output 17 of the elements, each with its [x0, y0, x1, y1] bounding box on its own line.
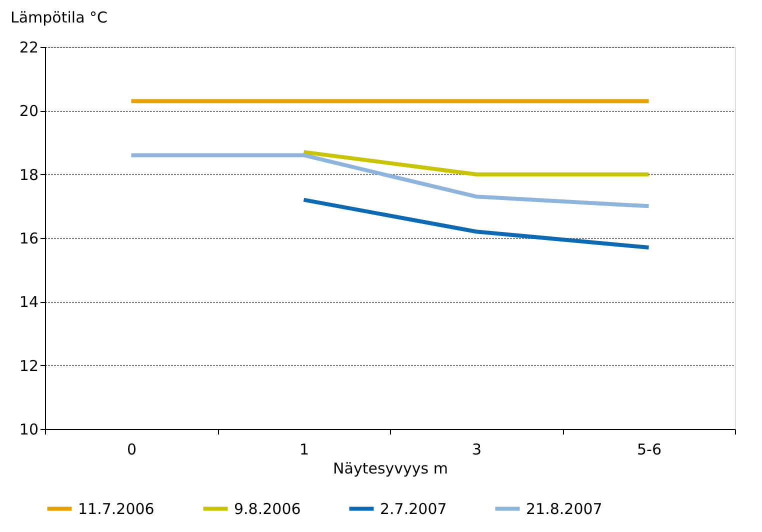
legend-label: 2.7.2007 — [380, 500, 447, 518]
y-tick-label: 18 — [19, 166, 38, 184]
y-tick-label: 12 — [19, 356, 38, 375]
legend-label: 21.8.2007 — [526, 500, 602, 518]
x-tick-label: 1 — [299, 440, 310, 458]
x-axis-title: Näytesyvyys m — [333, 460, 448, 478]
x-tick-label: 5-6 — [637, 440, 662, 458]
x-tick-label: 0 — [126, 440, 137, 458]
y-tick-label: 22 — [19, 38, 38, 56]
y-tick-label: 10 — [19, 420, 38, 438]
legend-label: 9.8.2006 — [234, 500, 301, 518]
legend-label: 11.7.2006 — [78, 500, 154, 518]
y-axis-title: Lämpötila °C — [10, 8, 108, 26]
y-tick-label: 16 — [19, 230, 38, 248]
y-tick-label: 14 — [19, 293, 38, 312]
x-tick-label: 3 — [472, 440, 482, 458]
y-tick-label: 20 — [19, 102, 38, 120]
